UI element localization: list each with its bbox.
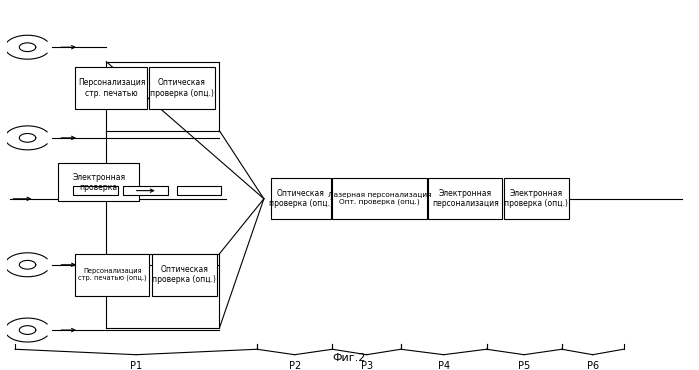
FancyBboxPatch shape <box>152 254 217 296</box>
FancyBboxPatch shape <box>150 67 215 109</box>
Text: Персонализация
стр. печатью (опц.): Персонализация стр. печатью (опц.) <box>78 268 147 282</box>
FancyBboxPatch shape <box>503 178 569 219</box>
Text: Оптическая
проверка (опц.): Оптическая проверка (опц.) <box>152 265 216 285</box>
Text: Оптическая
проверка (опц.): Оптическая проверка (опц.) <box>269 189 333 208</box>
FancyBboxPatch shape <box>333 178 427 219</box>
Text: Оптическая
проверка (опц.): Оптическая проверка (опц.) <box>150 78 214 98</box>
Text: P1: P1 <box>130 361 142 370</box>
FancyBboxPatch shape <box>75 67 147 109</box>
Text: P6: P6 <box>586 361 599 370</box>
Text: Лазерная персонализация
Опт. проверка (опц.): Лазерная персонализация Опт. проверка (о… <box>328 192 431 205</box>
Text: Электронная
проверка (опц.): Электронная проверка (опц.) <box>504 189 568 208</box>
Text: P3: P3 <box>361 361 373 370</box>
Text: P5: P5 <box>518 361 531 370</box>
FancyBboxPatch shape <box>59 163 139 201</box>
FancyBboxPatch shape <box>271 178 331 219</box>
Text: Электронная
персонализация: Электронная персонализация <box>432 189 498 208</box>
FancyBboxPatch shape <box>73 186 118 195</box>
FancyBboxPatch shape <box>177 186 222 195</box>
FancyBboxPatch shape <box>75 254 150 296</box>
Text: Фиг.2: Фиг.2 <box>333 353 366 363</box>
FancyBboxPatch shape <box>124 186 168 195</box>
Text: P2: P2 <box>289 361 301 370</box>
Text: Персонализация
стр. печатью: Персонализация стр. печатью <box>78 78 145 98</box>
Text: Электронная
проверка: Электронная проверка <box>72 172 125 192</box>
Text: P4: P4 <box>438 361 449 370</box>
FancyBboxPatch shape <box>428 178 503 219</box>
